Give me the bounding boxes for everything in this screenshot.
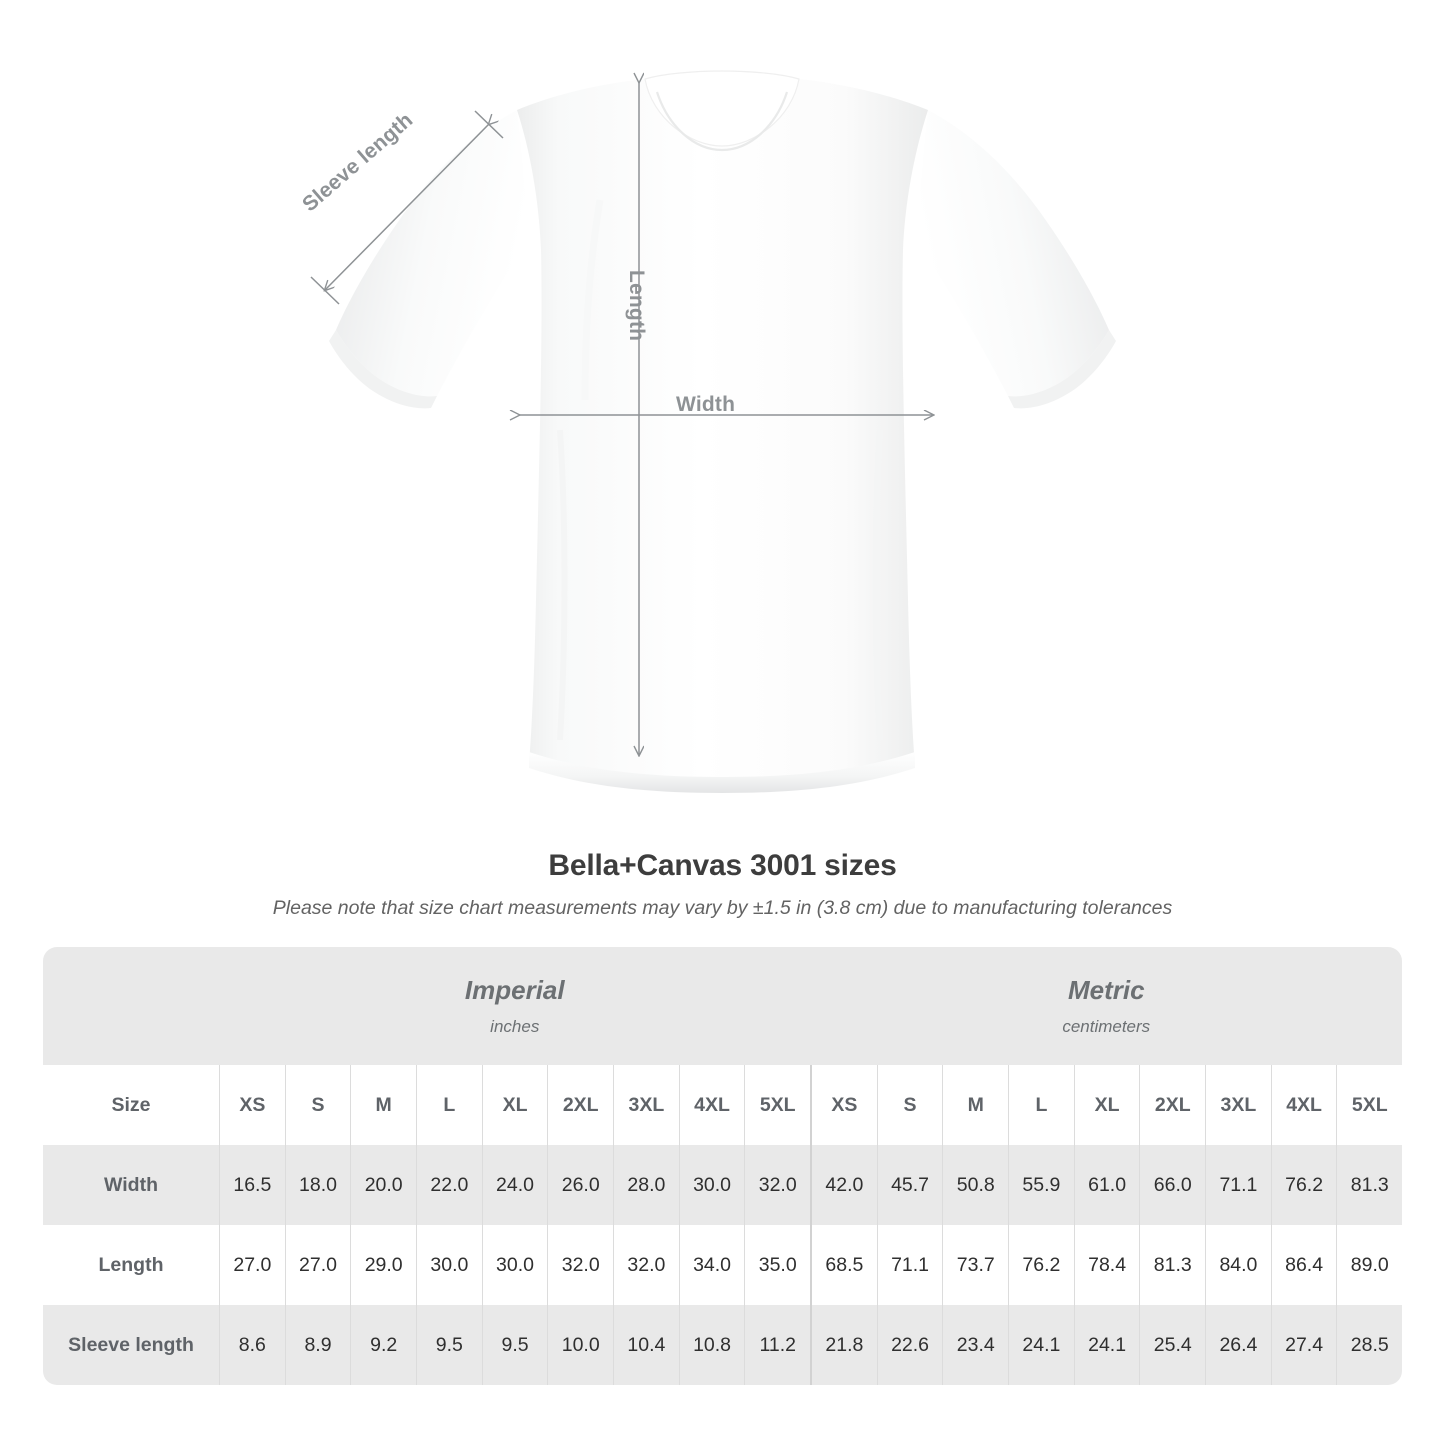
measurement-cell: 18.0 [284,1145,351,1225]
unit-group-metric-title: Metric [1067,975,1145,1005]
size-table-body: Size XS S M L XL 2XL 3XL 4XL 5XL XS S M L XL 2XL 3XL 4XL 5… [43,1065,1402,1385]
measurement-cell: 30.0 [416,1225,482,1305]
measurement-cell: 28.0 [613,1145,679,1225]
size-column-header: 3XL [1205,1065,1271,1145]
measurement-cell: 73.7 [942,1225,1008,1305]
measurement-cell: 25.4 [1139,1305,1205,1385]
measurement-cell: 16.5 [219,1145,285,1225]
measurement-cell: 61.0 [1073,1145,1140,1225]
measurement-cell: 76.2 [1270,1145,1337,1225]
row-header-label: Width [104,1173,158,1196]
unit-group-imperial-title: Imperial [464,975,565,1005]
measurement-cell: 9.5 [416,1305,482,1385]
unit-group-metric: Metric centimeters [811,947,1403,1065]
unit-band-spacer [43,947,219,1065]
size-chart-table: Imperial inches Metric centimeters Size X… [43,947,1402,1385]
measurement-cell: 86.4 [1270,1225,1337,1305]
row-header-label: Length [98,1253,164,1276]
measurement-cell: 55.9 [1008,1145,1074,1225]
measurement-cell: 22.6 [876,1305,943,1385]
row-header-label: Sleeve length [68,1333,194,1356]
page-title: Bella+Canvas 3001 sizes [548,849,897,882]
measurement-cell: 8.6 [219,1305,285,1385]
size-row-header-label: Size [111,1093,151,1116]
size-column-header: L [1008,1065,1074,1145]
unit-group-imperial-subtitle: inches [490,1017,540,1036]
table-row: Width 16.5 18.0 20.0 22.0 24.0 26.0 28.0 30.0 32.… [43,1145,1402,1225]
measurement-cell: 26.4 [1205,1305,1271,1385]
measurement-cell: 78.4 [1073,1225,1140,1305]
measurement-cell: 68.5 [810,1225,877,1305]
size-column-header: 5XL [744,1065,810,1145]
size-column-header: XL [1073,1065,1140,1145]
measurement-cell: 10.8 [678,1305,745,1385]
measurement-cell: 27.0 [284,1225,351,1305]
size-column-header: M [942,1065,1008,1145]
measurement-cell: 28.5 [1336,1305,1402,1385]
measurement-cell: 24.1 [1008,1305,1074,1385]
size-column-header: 3XL [613,1065,679,1145]
unit-group-metric-subtitle: centimeters [1062,1017,1151,1036]
measurement-cell: 35.0 [744,1225,810,1305]
measurement-cell: 45.7 [876,1145,943,1225]
size-column-header: 2XL [547,1065,613,1145]
tolerance-note: Please note that size chart measurements… [272,897,1173,919]
measurement-cell: 32.0 [613,1225,679,1305]
size-column-header: XS [810,1065,877,1145]
measurement-cell: 76.2 [1008,1225,1074,1305]
measurement-cell: 27.0 [219,1225,285,1305]
measurement-cell: 10.4 [613,1305,679,1385]
measurement-cell: 20.0 [350,1145,416,1225]
measurement-cell: 32.0 [547,1225,613,1305]
size-column-header: S [876,1065,943,1145]
measurement-cell: 89.0 [1336,1225,1402,1305]
measurement-cell: 27.4 [1270,1305,1337,1385]
measurement-cell: 9.2 [350,1305,416,1385]
measurement-cell: 81.3 [1336,1145,1402,1225]
measurement-cell: 21.8 [810,1305,877,1385]
measurement-cell: 84.0 [1205,1225,1271,1305]
measurement-cell: 66.0 [1139,1145,1205,1225]
size-column-header: XS [219,1065,285,1145]
measurement-cell: 24.0 [481,1145,548,1225]
size-column-header: 2XL [1139,1065,1205,1145]
table-row: Length 27.0 27.0 29.0 30.0 30.0 32.0 32.0 34.0 35… [43,1225,1402,1305]
length-dimension-label: Length [625,270,648,342]
measurement-cell: 24.1 [1073,1305,1140,1385]
size-column-header: S [284,1065,351,1145]
measurement-cell: 22.0 [416,1145,482,1225]
size-column-header: XL [481,1065,548,1145]
measurement-cell: 71.1 [876,1225,943,1305]
measurement-cell: 34.0 [678,1225,745,1305]
measurement-cell: 30.0 [481,1225,548,1305]
measurement-cell: 30.0 [678,1145,745,1225]
measurement-cell: 32.0 [744,1145,810,1225]
measurement-cell: 42.0 [810,1145,877,1225]
unit-group-imperial: Imperial inches [219,947,811,1065]
measurement-cell: 23.4 [942,1305,1008,1385]
width-dimension-label: Width [676,393,736,416]
table-header-row: Size XS S M L XL 2XL 3XL 4XL 5XL XS S M L XL 2XL 3XL 4XL 5… [43,1065,1402,1145]
size-column-header: L [416,1065,482,1145]
measurement-cell: 50.8 [942,1145,1008,1225]
table-row: Sleeve length 8.6 8.9 9.2 9.5 9.5 10.0 10.4 10.8… [43,1305,1402,1385]
size-column-header: 5XL [1336,1065,1402,1145]
tshirt-measurement-diagram: Sleeve length Length Width [298,70,1116,793]
measurement-cell: 26.0 [547,1145,613,1225]
measurement-cell: 9.5 [481,1305,548,1385]
measurement-cell: 29.0 [350,1225,416,1305]
tshirt-illustration [329,70,1116,793]
measurement-cell: 81.3 [1139,1225,1205,1305]
measurement-lines [310,82,933,755]
measurement-cell: 11.2 [744,1305,810,1385]
measurement-cell: 71.1 [1205,1145,1271,1225]
measurement-cell: 10.0 [547,1305,613,1385]
unit-system-header-band: Imperial inches Metric centimeters [43,947,1402,1065]
size-column-header: M [350,1065,416,1145]
measurement-cell: 8.9 [284,1305,351,1385]
size-column-header: 4XL [678,1065,745,1145]
size-column-header: 4XL [1270,1065,1337,1145]
